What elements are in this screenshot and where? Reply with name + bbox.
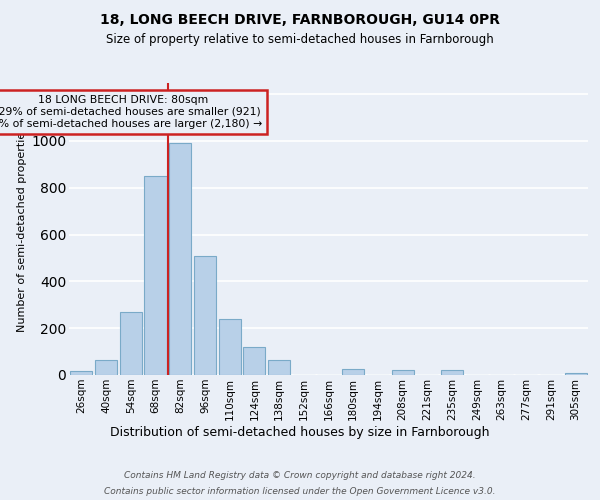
Text: Contains HM Land Registry data © Crown copyright and database right 2024.: Contains HM Land Registry data © Crown c… — [124, 472, 476, 480]
Text: Size of property relative to semi-detached houses in Farnborough: Size of property relative to semi-detach… — [106, 32, 494, 46]
Bar — [441, 370, 463, 375]
Bar — [145, 176, 167, 375]
Bar — [119, 312, 142, 375]
Bar — [268, 360, 290, 375]
Text: 18, LONG BEECH DRIVE, FARNBOROUGH, GU14 0PR: 18, LONG BEECH DRIVE, FARNBOROUGH, GU14 … — [100, 12, 500, 26]
Bar — [70, 372, 92, 375]
Bar — [169, 144, 191, 375]
Text: Distribution of semi-detached houses by size in Farnborough: Distribution of semi-detached houses by … — [110, 426, 490, 439]
Bar — [342, 369, 364, 375]
Bar — [565, 372, 587, 375]
Bar — [194, 256, 216, 375]
Bar — [95, 360, 117, 375]
Bar — [392, 370, 414, 375]
Y-axis label: Number of semi-detached properties: Number of semi-detached properties — [17, 126, 27, 332]
Bar — [243, 347, 265, 375]
Text: 18 LONG BEECH DRIVE: 80sqm
← 29% of semi-detached houses are smaller (921)
69% o: 18 LONG BEECH DRIVE: 80sqm ← 29% of semi… — [0, 96, 262, 128]
Text: Contains public sector information licensed under the Open Government Licence v3: Contains public sector information licen… — [104, 486, 496, 496]
Bar — [218, 319, 241, 375]
